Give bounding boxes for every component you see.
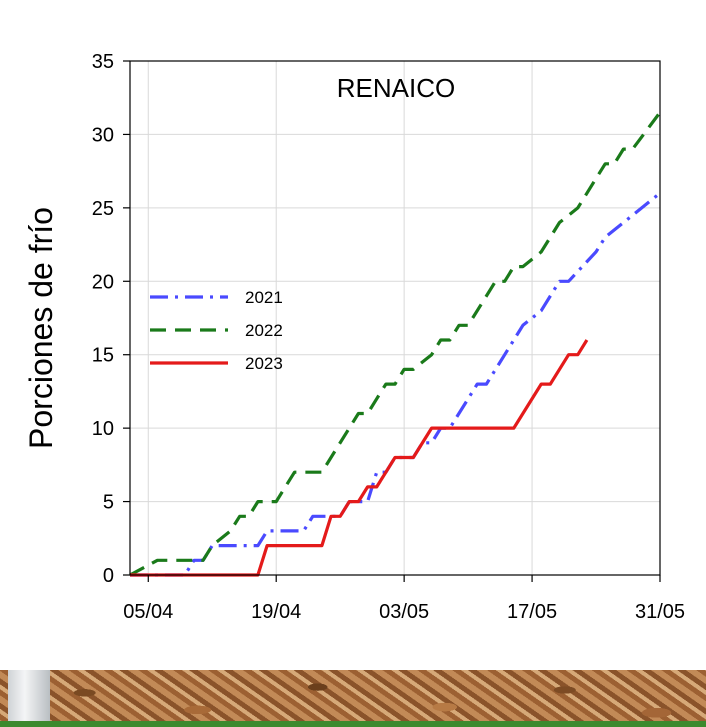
x-tick-label: 03/05 (379, 601, 429, 623)
legend-label-2022: 2022 (245, 321, 283, 340)
x-tick-label: 19/04 (251, 601, 301, 623)
x-tick-label: 17/05 (507, 601, 557, 623)
post-photo-detail (8, 670, 50, 727)
series-line-2021 (130, 191, 662, 577)
series-layer (129, 111, 662, 577)
y-tick-label: 0 (103, 565, 114, 587)
y-tick-label: 25 (92, 198, 114, 220)
plot-frame (129, 60, 661, 576)
x-tick-label: 31/05 (635, 601, 685, 623)
x-axis: 05/04 19/04 03/05 17/05 31/05 (123, 575, 685, 623)
series-line-2022 (129, 111, 662, 577)
y-tick-label: 35 (92, 51, 114, 73)
y-axis-label: Porciones de frío (23, 207, 59, 449)
y-tick-label: 5 (103, 492, 114, 514)
wood-chip-ground-photo (0, 670, 706, 727)
y-tick-label: 10 (92, 418, 114, 440)
chill-portions-chart: 0 5 10 15 20 25 30 35 05/04 19/04 03/05 17/05 31/05… (23, 51, 685, 623)
y-tick-label: 20 (92, 271, 114, 293)
green-edge-photo-detail (0, 721, 706, 727)
series-line-2023 (130, 339, 589, 577)
y-axis: 0 5 10 15 20 25 30 35 (92, 51, 130, 587)
y-tick-label: 15 (92, 345, 114, 367)
legend: 2021 2022 2023 (150, 288, 283, 373)
x-tick-label: 05/04 (123, 601, 173, 623)
y-tick-label: 30 (92, 124, 114, 146)
chart-title: RENAICO (337, 73, 455, 103)
chart-grid (130, 61, 660, 575)
legend-label-2021: 2021 (245, 288, 283, 307)
legend-label-2023: 2023 (245, 354, 283, 373)
